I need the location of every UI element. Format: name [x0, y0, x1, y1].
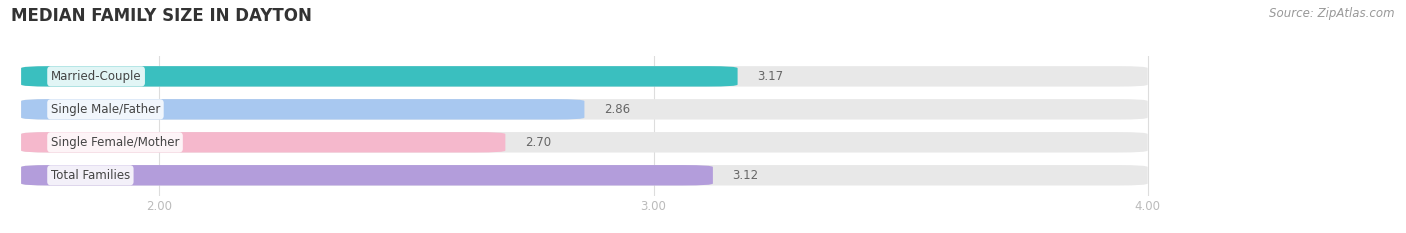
FancyBboxPatch shape: [21, 99, 1147, 120]
Text: Single Female/Mother: Single Female/Mother: [51, 136, 180, 149]
FancyBboxPatch shape: [21, 132, 1147, 153]
Text: 3.17: 3.17: [758, 70, 783, 83]
Text: MEDIAN FAMILY SIZE IN DAYTON: MEDIAN FAMILY SIZE IN DAYTON: [11, 7, 312, 25]
Text: 2.86: 2.86: [605, 103, 630, 116]
Text: Married-Couple: Married-Couple: [51, 70, 142, 83]
FancyBboxPatch shape: [21, 99, 585, 120]
FancyBboxPatch shape: [21, 66, 1147, 87]
Text: Source: ZipAtlas.com: Source: ZipAtlas.com: [1270, 7, 1395, 20]
FancyBboxPatch shape: [21, 165, 713, 185]
Text: Total Families: Total Families: [51, 169, 129, 182]
Text: 3.12: 3.12: [733, 169, 759, 182]
Text: 2.70: 2.70: [524, 136, 551, 149]
FancyBboxPatch shape: [21, 132, 505, 153]
Text: Single Male/Father: Single Male/Father: [51, 103, 160, 116]
FancyBboxPatch shape: [21, 165, 1147, 185]
FancyBboxPatch shape: [21, 66, 738, 87]
